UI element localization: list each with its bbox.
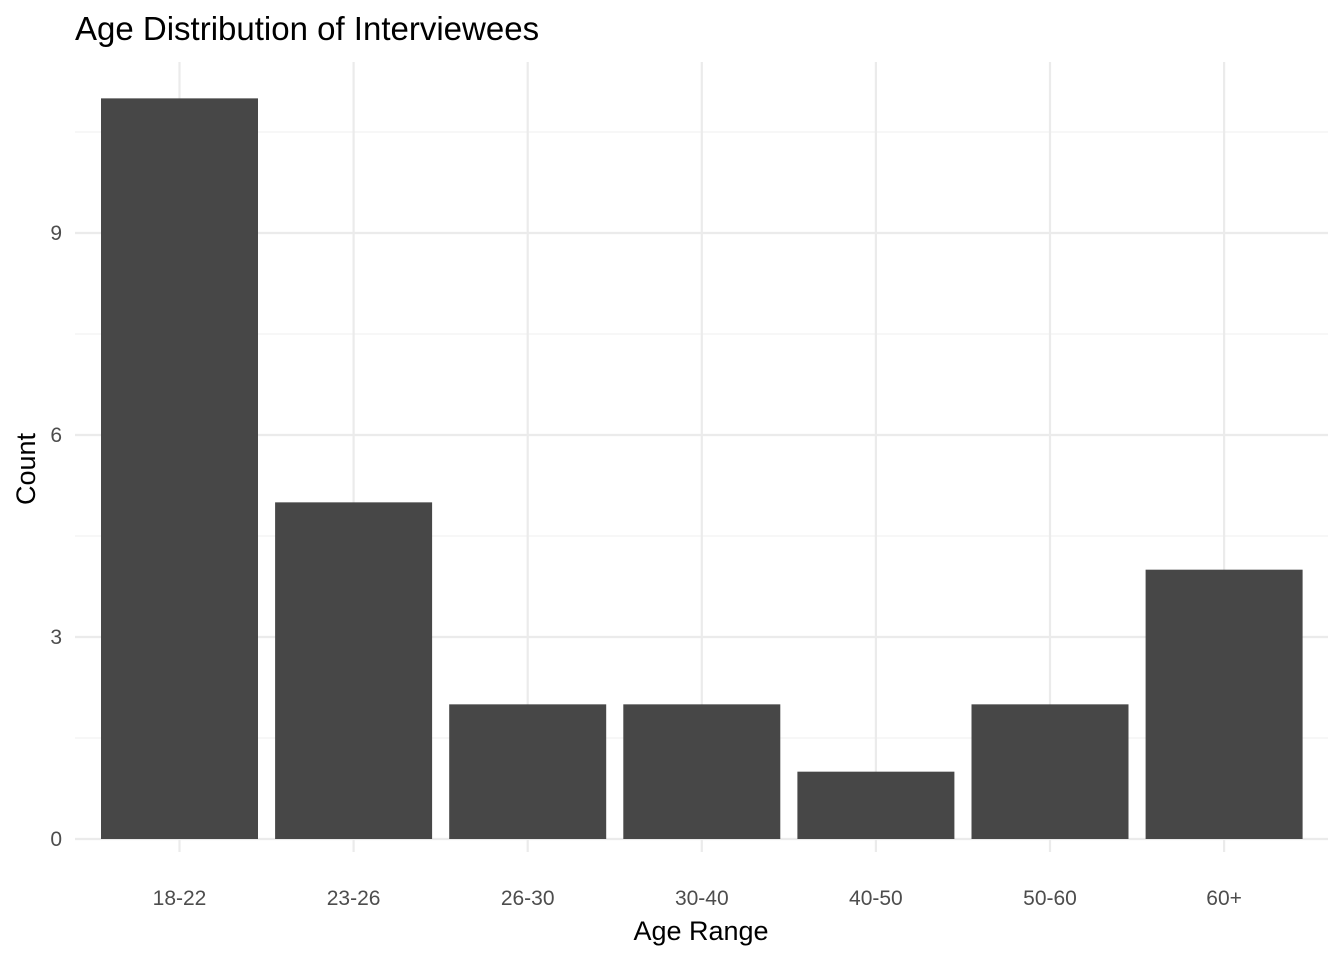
- bars: [101, 98, 1303, 840]
- x-axis-title: Age Range: [633, 916, 768, 946]
- y-tick-label: 9: [50, 222, 62, 245]
- bar-40-50: [797, 771, 955, 839]
- bar-60+: [1145, 569, 1303, 839]
- x-tick-label: 30-40: [675, 887, 729, 910]
- y-tick-label: 6: [50, 424, 62, 447]
- bar-50-60: [971, 704, 1129, 839]
- bar-23-26: [275, 502, 433, 839]
- y-tick-label: 0: [50, 828, 62, 851]
- x-axis-ticks: 18-22 23-26 26-30 30-40 40-50 50-60 60+: [153, 887, 1242, 910]
- y-axis-title: Count: [11, 432, 41, 505]
- y-tick-label: 3: [50, 626, 62, 649]
- y-axis-ticks: 0 3 6 9: [50, 222, 62, 851]
- bar-26-30: [449, 704, 607, 839]
- x-tick-label: 40-50: [849, 887, 903, 910]
- x-tick-label: 26-30: [501, 887, 555, 910]
- x-tick-label: 23-26: [327, 887, 381, 910]
- bar-30-40: [623, 704, 781, 839]
- x-tick-label: 60+: [1206, 887, 1242, 910]
- chart-title: Age Distribution of Interviewees: [75, 10, 539, 47]
- x-tick-label: 18-22: [153, 887, 207, 910]
- bar-18-22: [101, 98, 258, 840]
- x-tick-label: 50-60: [1023, 887, 1077, 910]
